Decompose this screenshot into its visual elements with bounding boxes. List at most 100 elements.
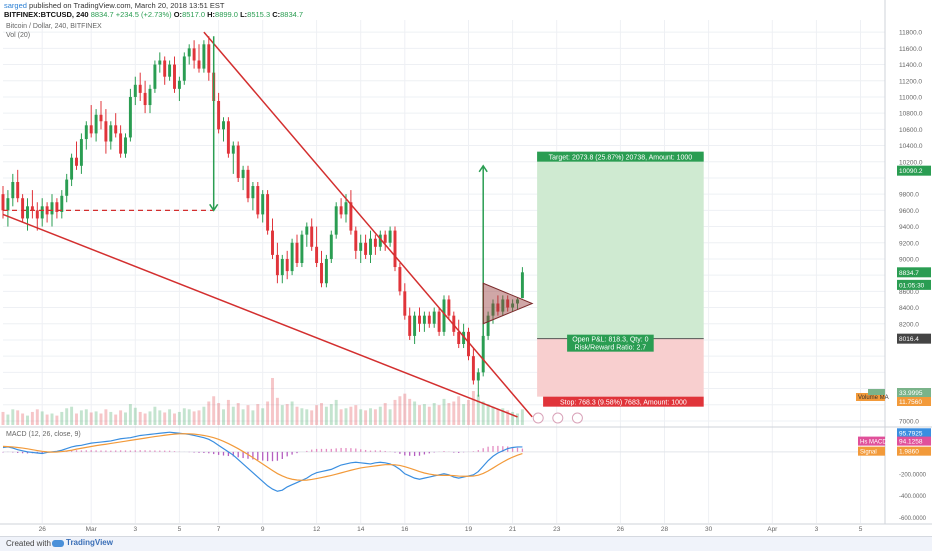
volume-bar — [143, 413, 147, 425]
y-tick-label: 10600.0 — [899, 127, 923, 134]
y-tick-label: 9000.0 — [899, 256, 919, 263]
open-value: 8517.0 — [182, 10, 206, 19]
volume-bar — [418, 405, 421, 425]
volume-bar — [256, 404, 260, 425]
volume-ma-label: Volume MA — [858, 395, 889, 401]
candle-body — [192, 48, 196, 61]
volume-bar — [251, 410, 255, 425]
candle-body — [334, 206, 338, 235]
series-title: Bitcoin / Dollar, 240, BITFINEX — [6, 23, 102, 30]
volume-bar — [50, 413, 54, 425]
volume-bar — [187, 409, 191, 425]
candle-body — [324, 258, 328, 284]
volume-bar — [266, 401, 270, 425]
volume-bar — [280, 405, 284, 425]
candle-body — [60, 195, 64, 212]
event-flag-icon — [552, 412, 564, 424]
volume-value-tag: 33.9995 — [899, 390, 923, 397]
signal-value-tag: 1.9860 — [899, 449, 919, 456]
volume-title: Vol (20) — [6, 32, 31, 39]
volume-bar — [462, 404, 466, 425]
volume-bar — [275, 397, 279, 425]
tradingview-logo-icon — [52, 540, 64, 547]
candle-body — [148, 88, 152, 106]
volume-bar — [447, 403, 451, 425]
candle-body — [476, 372, 480, 381]
y-tick-label: 11000.0 — [899, 94, 922, 101]
volume-bar — [104, 409, 108, 425]
volume-bar — [1, 411, 5, 425]
candle-body — [246, 169, 250, 199]
volume-bar — [516, 413, 519, 425]
publish-info: sarged published on TradingView.com, Mar… — [4, 1, 224, 10]
volume-bar — [60, 411, 64, 425]
candle-body — [158, 60, 162, 65]
candle-body — [486, 315, 490, 336]
countdown-tag-bg — [897, 279, 931, 290]
x-tick-label: Apr — [767, 526, 778, 533]
candle-body — [21, 198, 25, 219]
volume-bar — [222, 409, 225, 425]
volume-bar — [119, 410, 123, 425]
username-link[interactable]: sarged — [4, 1, 27, 10]
candle-body — [511, 303, 515, 308]
volume-bar — [457, 396, 461, 425]
y-tick-label: 11200.0 — [899, 78, 922, 85]
candle-body — [300, 234, 304, 263]
volume-bar — [349, 406, 353, 425]
stop-label: Stop: 768.3 (9.58%) 7683, Amount: 1000 — [560, 400, 687, 407]
candle-body — [177, 80, 181, 89]
tradingview-brand[interactable]: TradingView — [66, 538, 113, 547]
volume-bar — [339, 409, 343, 425]
candle-body — [99, 114, 103, 122]
volume-bar — [261, 408, 265, 425]
volume-bar — [315, 405, 319, 425]
volume-bar — [168, 409, 172, 425]
candle-body — [226, 121, 230, 154]
y-tick-label: 8400.0 — [899, 305, 919, 312]
symbol-label: BITFINEX:BTCUSD, 240 — [4, 10, 89, 19]
macd-other-tag-bg — [897, 428, 931, 438]
macd-label: Hs MACD — [860, 440, 887, 446]
volume-bar — [290, 401, 294, 425]
volume-bar — [452, 401, 456, 425]
volume-bar — [344, 408, 348, 425]
volume-bar — [305, 409, 309, 425]
volume-bar — [378, 406, 382, 425]
volume-bar — [153, 406, 157, 425]
volume-bar — [476, 394, 480, 425]
y-tick-label: 11600.0 — [899, 46, 922, 53]
volume-bar — [359, 409, 363, 425]
volume-bar — [40, 411, 44, 425]
candle-body — [231, 145, 235, 154]
x-tick-label: 5 — [178, 526, 182, 533]
target-price-tag: 10090.2 — [899, 168, 923, 175]
volume-bar — [138, 411, 142, 425]
volume-bar — [26, 415, 29, 425]
ohlc-row: BITFINEX:BTCUSD, 240 8834.7 +234.5 (+2.7… — [4, 10, 304, 19]
volume-bar — [35, 409, 39, 425]
candle-body — [462, 331, 466, 344]
pennant-triangle — [482, 282, 534, 325]
y-tick-label: 8200.0 — [899, 321, 919, 328]
candle-body — [344, 202, 348, 215]
volume-bar — [65, 408, 69, 425]
signal-line — [2, 433, 523, 481]
volume-bar — [511, 411, 515, 425]
candle-body — [11, 182, 15, 199]
candle-body — [128, 96, 132, 138]
volume-bar — [437, 405, 441, 425]
candle-body — [285, 258, 289, 272]
y-tick-label: 7000.0 — [899, 418, 919, 425]
volume-bar — [192, 411, 196, 425]
candle-body — [222, 121, 225, 130]
volume-bar — [182, 408, 186, 425]
volume-bar — [369, 408, 372, 425]
candle-body — [104, 121, 108, 142]
volume-bar — [481, 401, 485, 425]
candle-body — [383, 234, 387, 243]
resistance-trendline — [203, 31, 533, 418]
candle-body — [403, 291, 407, 316]
volume-bar — [246, 405, 250, 425]
